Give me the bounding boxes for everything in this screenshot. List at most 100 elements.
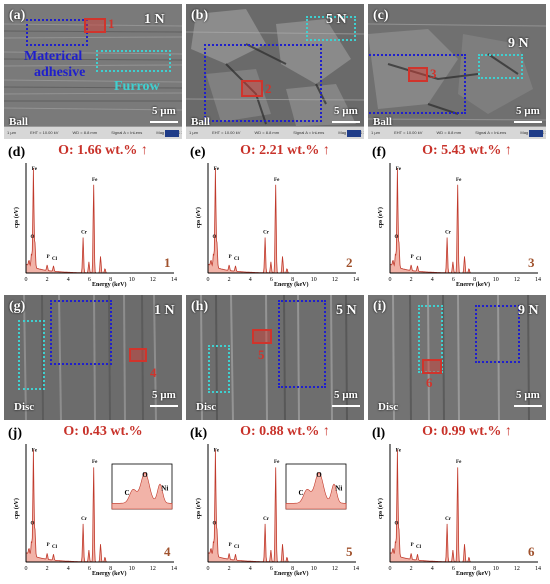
x-tick-label: 8 [291,566,294,572]
furrow-region-box-c [478,54,523,79]
sem-texture-g [4,295,182,420]
panel-label-e: (e) [190,145,206,160]
panel-label-i: (i) [373,299,387,314]
spectrum-chart-d: 0 2 4 6 8 10 12 14 Fe Fe Cr O P Cl [25,163,177,283]
sem-panel-h: 5 (h) 5 N 5 µm Disc [186,295,364,420]
load-label-a: 1 N [144,12,165,27]
region-number-1: 1 [108,16,115,31]
sem-panel-g: 4 (g) 1 N 5 µm Disc [4,295,182,420]
sem-panel-a: 1 (a) 1 N Materical adhesive Furrow 5 µm… [4,4,182,139]
x-tick-label: 4 [67,566,70,572]
surface-label-b: Ball [191,116,210,128]
scale-label-i: 5 µm [516,389,540,401]
peak-label: Fe [214,448,220,453]
load-label-c: 9 N [508,36,529,51]
peak-label: O [213,522,217,527]
panel-label-g: (g) [9,299,26,314]
spectrum-panel-f: O: 5.43 wt.% ↑ (f) 0 2 4 6 8 10 12 14 Fe Fe Cr O P Cl… [368,143,546,291]
x-tick-label: 6 [88,277,91,283]
scale-label-a: 5 µm [152,105,176,117]
inset-label: C [298,489,303,497]
spectrum-chart-j: 0 2 4 6 8 10 12 14 Fe Fe Cr O P Cl C O Ni [25,444,177,572]
peak-label: Fe [396,448,402,453]
inset-trace [111,472,173,510]
zeiss-logo [347,130,361,137]
y-axis-label-k: cps (eV) [196,498,202,519]
strip-scale: 1 µm [189,130,198,135]
x-tick-label: 8 [109,566,112,572]
furrow-label: Furrow [114,79,160,94]
spectrum-chart-f: 0 2 4 6 8 10 12 14 Fe Fe Cr O P Cl [389,163,541,283]
scale-label-g: 5 µm [152,389,176,401]
peak-label: Fe [456,178,462,183]
sem-texture-h [186,295,364,420]
y-axis-label-j: cps (eV) [14,498,20,519]
x-tick-label: 6 [452,277,455,283]
x-tick-label: 2 [46,277,49,283]
spectrum-chart-e: 0 2 4 6 8 10 12 14 Fe Fe Cr O P Cl [207,163,359,283]
x-tick-label: 8 [109,277,112,283]
peak-label: Cr [81,231,88,236]
spectrum-panel-d: O: 1.66 wt.% ↑ (d) 0 2 4 6 8 10 12 14 Fe Fe Cr O P Cl… [4,143,182,291]
oxygen-title-e: O: 2.21 wt.% ↑ [240,143,330,158]
strip-eht: EHT = 10.00 kV [30,130,59,135]
scale-label-h: 5 µm [334,389,358,401]
peak-label: P [229,255,232,260]
load-label-h: 5 N [336,303,357,318]
strip-signal: Signal A = InLens [293,130,325,135]
x-tick-label: 2 [228,277,231,283]
inset-label: O [316,471,322,479]
peak-label: Fe [274,460,280,465]
peak-label: Cl [416,545,422,550]
material-label: Materical [24,49,83,64]
x-tick-label: 2 [46,566,49,572]
spectrum-panel-l: O: 0.99 wt.% ↑ (l) 0 2 4 6 8 10 12 14 Fe Fe Cr O P Cl… [368,424,546,580]
eds-region-box-5 [252,329,272,344]
x-axis-label-j: Energy (keV) [92,571,127,577]
strip-signal: Signal A = InLens [475,130,507,135]
strip-wd: WD = 8.8 mm [254,130,280,135]
peak-label: O [213,235,217,240]
spectrum-chart-l: 0 2 4 6 8 10 12 14 Fe Fe Cr O P Cl [389,444,541,572]
x-tick-label: 2 [228,566,231,572]
panel-label-a: (a) [9,8,26,23]
x-tick-label: 10 [493,277,499,283]
zeiss-logo [165,130,179,137]
sem-panel-i: 6 (i) 9 N 5 µm Disc [368,295,546,420]
eds-region-box-3 [408,67,428,82]
spectrum-number-k: 5 [346,544,353,559]
x-tick-label: 0 [389,277,392,283]
peak-label: Fe [274,178,280,183]
x-tick-label: 4 [431,566,434,572]
peak-label: Cl [234,257,240,262]
strip-eht: EHT = 10.00 kV [212,130,241,135]
spectrum-panel-e: O: 2.21 wt.% ↑ (e) 0 2 4 6 8 10 12 14 Fe Fe Cr O P Cl… [186,143,364,291]
peak-label: Cr [263,517,270,522]
strip-wd: WD = 8.8 mm [72,130,98,135]
oxygen-title-k: O: 0.88 wt.% ↑ [240,424,330,439]
peak-label: Fe [32,448,38,453]
peak-label: Cl [52,545,58,550]
peak-label: Fe [92,178,98,183]
spectrum-number-e: 2 [346,255,353,270]
x-tick-label: 0 [25,277,28,283]
scale-bar-h [332,405,360,407]
scale-bar-i [514,405,542,407]
load-label-g: 1 N [154,303,175,318]
peak-label: P [411,543,414,548]
x-tick-label: 2 [410,277,413,283]
furrow-region-box-b [306,16,356,41]
strip-scale: 1 µm [7,130,16,135]
strip-wd: WD = 8.8 mm [436,130,462,135]
surface-label-c: Ball [373,116,392,128]
y-axis-label-l: cps (eV) [378,498,384,519]
x-tick-label: 12 [514,566,520,572]
x-tick-label: 0 [207,277,210,283]
x-tick-label: 4 [249,277,252,283]
strip-scale: 1 µm [371,130,380,135]
inset-label: C [124,489,129,497]
x-tick-label: 14 [535,566,541,572]
scale-bar-g [150,405,178,407]
furrow-region-box [96,50,171,72]
